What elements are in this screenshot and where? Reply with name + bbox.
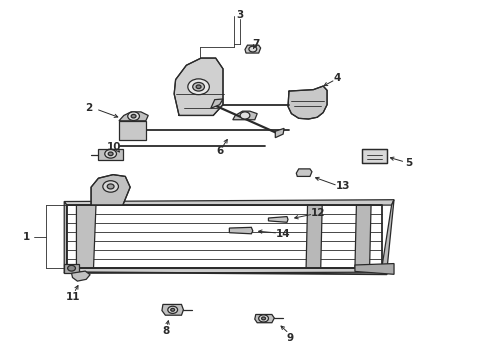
Polygon shape: [64, 202, 67, 273]
Text: 4: 4: [333, 73, 341, 83]
Polygon shape: [269, 217, 288, 222]
Text: 8: 8: [162, 325, 170, 336]
Circle shape: [249, 46, 257, 52]
Circle shape: [193, 82, 204, 91]
Text: 12: 12: [311, 208, 325, 218]
Circle shape: [105, 149, 117, 158]
Circle shape: [168, 306, 177, 314]
Polygon shape: [255, 315, 274, 323]
Polygon shape: [296, 169, 312, 176]
Text: 7: 7: [252, 39, 259, 49]
Text: 1: 1: [23, 232, 30, 242]
Polygon shape: [162, 305, 183, 315]
Circle shape: [259, 315, 269, 322]
Polygon shape: [119, 112, 148, 121]
Polygon shape: [91, 175, 130, 205]
Polygon shape: [275, 129, 284, 138]
Circle shape: [107, 184, 114, 189]
Text: 6: 6: [216, 146, 223, 156]
Polygon shape: [174, 58, 223, 116]
Polygon shape: [72, 271, 90, 281]
Polygon shape: [229, 227, 253, 234]
Text: 14: 14: [276, 229, 291, 239]
Polygon shape: [119, 121, 146, 140]
Circle shape: [188, 79, 209, 95]
Text: 2: 2: [85, 103, 92, 113]
Circle shape: [196, 85, 201, 89]
Polygon shape: [355, 264, 394, 274]
Circle shape: [68, 265, 75, 271]
Text: 5: 5: [405, 158, 412, 168]
Circle shape: [103, 181, 119, 192]
Polygon shape: [355, 205, 371, 268]
Circle shape: [131, 114, 136, 118]
Circle shape: [108, 152, 113, 156]
Circle shape: [128, 112, 140, 121]
Text: 9: 9: [286, 333, 294, 343]
Circle shape: [240, 112, 250, 119]
Polygon shape: [76, 205, 96, 268]
Circle shape: [262, 317, 266, 320]
Polygon shape: [64, 268, 387, 273]
Text: 3: 3: [237, 10, 244, 20]
Polygon shape: [245, 45, 261, 53]
Polygon shape: [233, 111, 257, 120]
Text: 13: 13: [336, 181, 350, 192]
Polygon shape: [64, 200, 394, 205]
Text: 11: 11: [66, 292, 80, 302]
Polygon shape: [306, 205, 322, 268]
Polygon shape: [98, 149, 123, 160]
Polygon shape: [362, 149, 387, 163]
Circle shape: [171, 309, 174, 311]
Polygon shape: [211, 99, 223, 108]
Polygon shape: [288, 86, 327, 119]
Polygon shape: [382, 200, 394, 272]
Polygon shape: [64, 264, 79, 273]
Text: 10: 10: [107, 142, 122, 152]
